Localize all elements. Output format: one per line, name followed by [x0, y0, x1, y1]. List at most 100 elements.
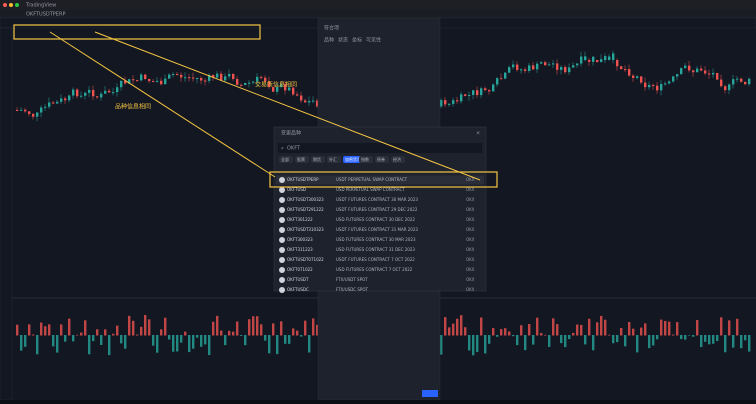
tab-label[interactable]: 债券	[377, 156, 385, 162]
osc-bar	[708, 335, 711, 345]
candle	[576, 63, 579, 66]
candle	[476, 90, 479, 96]
tab-chip[interactable]	[375, 156, 389, 163]
symbol[interactable]: OKFTUSDT310323	[287, 227, 324, 232]
tab-chip[interactable]	[311, 156, 325, 163]
symbol[interactable]: OKFTUSDC	[287, 287, 309, 292]
symbol[interactable]: OKFTUSDTPERP	[287, 177, 319, 182]
osc-bar	[516, 335, 519, 346]
candle	[168, 74, 171, 79]
settings-tab[interactable]: 可见性	[366, 37, 381, 44]
osc-bar	[500, 329, 503, 336]
candle	[460, 94, 463, 102]
symbol[interactable]: OKFTUSD	[287, 187, 306, 192]
exchange: OKX	[466, 277, 475, 282]
osc-bar	[628, 322, 631, 336]
min[interactable]	[9, 3, 13, 7]
description: USDT FUTURES CONTRACT 30 MAR 2023	[336, 197, 418, 202]
dialog-close[interactable]: ×	[476, 131, 480, 137]
symbol[interactable]: OKFT300323	[287, 237, 313, 242]
tab-label[interactable]: 外汇	[329, 156, 337, 162]
candle	[716, 72, 719, 80]
osc-bar	[60, 324, 63, 336]
tab-label[interactable]: 指数	[361, 156, 369, 162]
osc-bar	[44, 326, 47, 336]
exchange: OKX	[466, 267, 475, 272]
tab-chip[interactable]	[391, 156, 405, 163]
symbol[interactable]: OKFT311223	[287, 247, 313, 252]
osc-bar	[156, 335, 159, 353]
tab-chip[interactable]	[295, 156, 309, 163]
osc-bar	[724, 335, 727, 353]
candle	[744, 81, 747, 85]
tab-label[interactable]: 期货	[313, 156, 321, 162]
max[interactable]	[15, 3, 19, 7]
candle	[188, 77, 191, 79]
osc-bar	[80, 332, 83, 336]
ok-button[interactable]	[422, 390, 438, 397]
candle	[224, 76, 227, 81]
tab-label[interactable]: 全部	[281, 156, 289, 162]
candle	[708, 73, 711, 75]
symbol[interactable]: OKFTUSDT	[287, 277, 309, 282]
symbol[interactable]: OKFTUSDT291222	[287, 207, 324, 212]
osc-bar	[488, 335, 491, 344]
candle	[500, 78, 503, 80]
candle	[244, 82, 247, 85]
symbol[interactable]: OKFTUSDT071022	[287, 257, 324, 262]
candle	[520, 69, 523, 71]
candle	[112, 92, 115, 94]
search-text[interactable]: OKFT	[287, 146, 301, 152]
candle	[568, 67, 571, 73]
candle	[440, 100, 443, 107]
osc-bar	[124, 335, 127, 349]
osc-bar	[232, 331, 235, 336]
tab-chip[interactable]	[279, 156, 293, 163]
tab-title[interactable]: OKFTUSDTPERP	[26, 12, 65, 18]
candle	[280, 84, 283, 87]
candle	[52, 102, 55, 104]
osc-bar	[188, 335, 191, 353]
tab-chip[interactable]	[327, 156, 341, 163]
osc-bar	[88, 335, 91, 355]
settings-tabs: 品种 状态 坐标 可见性	[324, 37, 381, 44]
candle	[140, 74, 143, 81]
close[interactable]	[3, 3, 7, 7]
settings-tab[interactable]: 坐标	[352, 37, 362, 44]
osc-bar	[472, 335, 475, 356]
osc-bar	[152, 335, 155, 346]
settings-tab[interactable]: 状态	[338, 37, 348, 44]
osc-bar	[512, 335, 515, 337]
candle	[540, 62, 543, 64]
settings-tab[interactable]: 品种	[324, 37, 334, 44]
osc-bar	[548, 335, 551, 347]
osc-bar	[632, 328, 635, 336]
result-row[interactable]	[276, 175, 484, 185]
symbol[interactable]: OKFT071022	[287, 267, 313, 272]
tab-label[interactable]: 股票	[297, 156, 305, 162]
candle	[36, 112, 39, 117]
osc-bar	[712, 335, 715, 344]
symbol-icon	[279, 287, 285, 293]
candle	[304, 100, 307, 103]
tab-chip[interactable]	[359, 156, 373, 163]
tab-label[interactable]: 经济	[393, 156, 401, 162]
settings-title: 符合项	[324, 25, 339, 32]
tab-chip[interactable]	[343, 156, 363, 163]
search-box[interactable]	[278, 143, 482, 153]
candle	[548, 64, 551, 66]
description: USD FUTURES CONTRACT 31 DEC 2023	[336, 247, 415, 252]
osc-bar	[312, 318, 315, 336]
osc-bar	[248, 319, 251, 336]
candle	[216, 73, 219, 78]
osc-bar	[584, 335, 587, 345]
candle	[76, 89, 79, 97]
osc-bar	[504, 328, 507, 336]
symbol[interactable]: OKFT301222	[287, 217, 313, 222]
osc-bar	[692, 335, 695, 337]
candle	[480, 88, 483, 96]
tab-label[interactable]: 加密货币	[345, 156, 361, 162]
symbol[interactable]: OKFTUSDT300323	[287, 197, 324, 202]
candle	[240, 84, 243, 86]
osc-bar	[580, 324, 583, 336]
